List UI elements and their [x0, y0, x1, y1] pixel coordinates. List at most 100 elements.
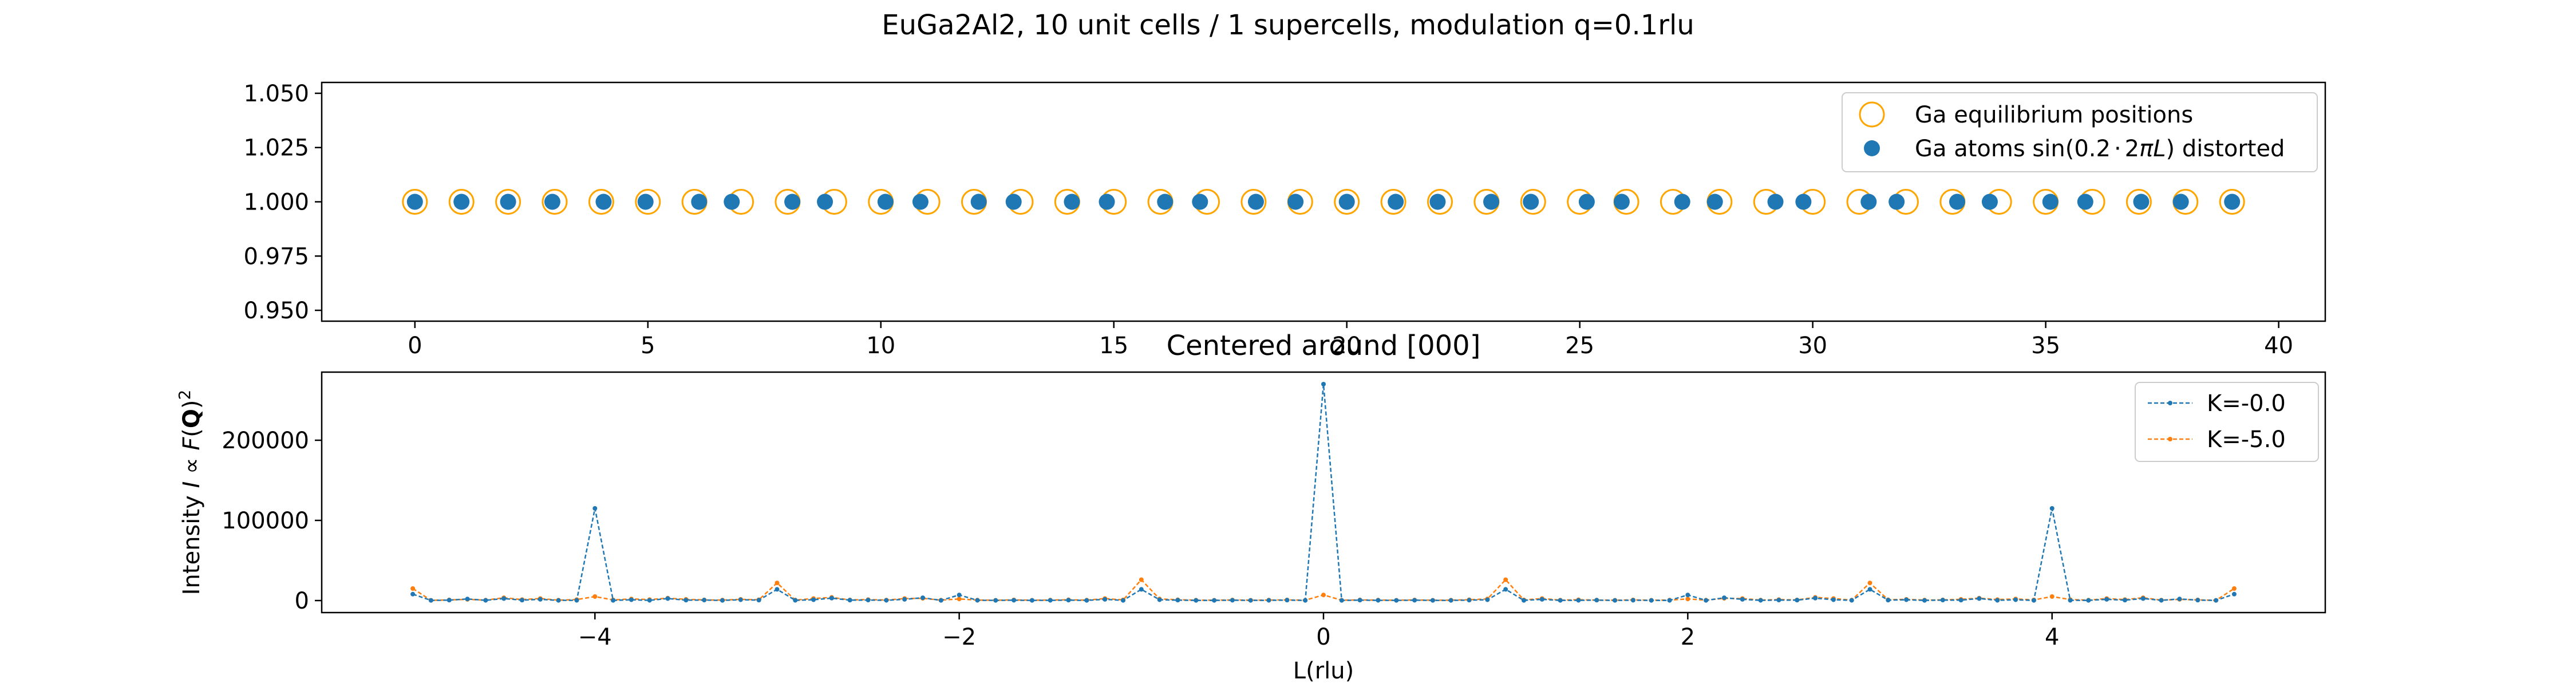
bottom-x-tick-label: 0 [1316, 624, 1330, 650]
series-point-k0 [2049, 506, 2055, 511]
series-point-k5 [1867, 581, 1872, 586]
ga-distorted-point [1483, 194, 1500, 210]
series-point-k0 [665, 596, 670, 601]
series-point-k0 [2159, 598, 2164, 603]
series-point-k0 [2031, 598, 2036, 603]
ga-distorted-point [2077, 194, 2093, 210]
top-y-tick-label: 1.050 [243, 81, 309, 107]
series-point-k0 [1394, 598, 1399, 603]
series-point-k0 [1995, 598, 2000, 603]
series-point-k0 [1103, 597, 1108, 602]
top-legend: Ga equilibrium positions Ga atoms sin(0.… [1842, 92, 2318, 172]
series-point-k0 [1977, 596, 1982, 601]
ga-equilibrium-point [402, 189, 428, 215]
series-point-k0 [1940, 598, 1945, 603]
top-x-tick-label: 0 [408, 333, 422, 359]
legend-label-ga-distorted: Ga atoms sin(0.2 · 2πL) distorted [1915, 136, 2285, 162]
series-point-k0 [1630, 598, 1635, 603]
ga-distorted-point [1099, 194, 1115, 210]
series-point-k0 [683, 598, 689, 603]
legend-marker-ga-distorted [1864, 140, 1880, 156]
series-point-k0 [1376, 598, 1381, 603]
ga-equilibrium-point [2125, 189, 2152, 215]
ga-distorted-point [1388, 194, 1404, 210]
top-x-tick-label: 35 [2031, 333, 2060, 359]
series-point-k0 [611, 598, 616, 603]
series-point-k0 [2195, 598, 2200, 603]
series-point-k0 [756, 598, 761, 603]
series-point-k5 [1139, 577, 1144, 582]
series-point-k0 [1357, 598, 1362, 603]
bottom-legend-box [2135, 382, 2319, 462]
series-point-k5 [957, 597, 962, 602]
series-point-k5 [2049, 594, 2055, 599]
series-point-k0 [1303, 598, 1308, 603]
ga-distorted-point [544, 194, 560, 210]
ga-distorted-point [637, 194, 654, 210]
ga-equilibrium-point [542, 189, 568, 215]
series-point-k0 [1685, 593, 1690, 598]
series-point-k0 [1831, 597, 1836, 602]
series-point-k0 [538, 597, 543, 602]
series-point-k0 [629, 597, 634, 602]
top-y-tick-label: 1.025 [243, 135, 309, 161]
series-point-k0 [1248, 598, 1253, 603]
ga-distorted-point [1338, 194, 1355, 210]
top-y-tick-label: 0.975 [243, 243, 309, 270]
series-point-k0 [793, 598, 798, 603]
series-point-k0 [938, 598, 943, 603]
figure-suptitle: EuGa2Al2, 10 unit cells / 1 supercells, … [882, 9, 1694, 41]
bottom-plot-area [322, 372, 2325, 613]
bottom-y-tick-label: 0 [295, 588, 309, 614]
series-point-k0 [1922, 598, 1927, 603]
ga-equilibrium-point [1240, 189, 1267, 215]
series-point-k0 [902, 597, 907, 602]
ga-distorted-point [1287, 194, 1304, 210]
ga-distorted-point [1578, 194, 1595, 210]
series-point-k0 [483, 598, 488, 603]
series-point-k0 [1776, 598, 1781, 603]
top-x-tick-label: 40 [2264, 333, 2293, 359]
ga-equilibrium-point [1380, 189, 1406, 215]
series-point-k0 [1886, 598, 1891, 603]
series-point-k0 [1448, 598, 1453, 603]
ga-distorted-point [1523, 194, 1539, 210]
series-point-k0 [1649, 598, 1654, 603]
ga-distorted-point [1767, 194, 1784, 210]
legend-label-ga-equilibrium: Ga equilibrium positions [1915, 102, 2193, 128]
bottom-axes-frame [321, 371, 2326, 614]
series-point-k0 [1029, 598, 1034, 603]
series-point-k0 [2104, 597, 2109, 602]
ga-equilibrium-point [1520, 189, 1546, 215]
series-point-k0 [884, 598, 889, 603]
ga-distorted-point [1860, 194, 1877, 210]
series-point-k0 [702, 598, 707, 603]
bottom-series-lines [410, 382, 2237, 603]
ga-distorted-point [1157, 194, 1174, 210]
series-point-k0 [1958, 598, 1963, 603]
legend-label-k0: K=-0.0 [2207, 390, 2286, 417]
bottom-axes: Centered around [000] 0 100000 200000 −4 −2… [175, 330, 2326, 684]
bottom-legend: K=-0.0 K=-5.0 [2135, 382, 2319, 462]
series-point-k0 [1704, 598, 1709, 603]
series-point-k0 [465, 597, 470, 602]
series-point-k0 [1157, 597, 1162, 602]
ga-distorted-point [970, 194, 987, 210]
bottom-x-axis-label: L(rlu) [1293, 658, 1354, 684]
series-point-k0 [920, 595, 925, 601]
series-point-k0 [738, 597, 743, 602]
top-axes: 0.950 0.975 1.000 1.025 1.050 0 5 10 15 20 25 30 35… [243, 81, 2326, 359]
ga-distorted-point [1888, 194, 1905, 210]
series-point-k0 [520, 598, 524, 603]
series-point-k0 [447, 598, 452, 603]
series-point-k0 [2214, 598, 2219, 603]
ga-distorted-point [2172, 194, 2189, 210]
series-point-k0 [866, 598, 871, 603]
bottom-axes-title: Centered around [000] [1167, 330, 1481, 362]
series-point-k0 [501, 596, 507, 601]
bottom-y-tick-label: 200000 [222, 428, 309, 454]
series-point-k0 [775, 587, 780, 592]
series-point-k0 [574, 598, 579, 603]
series-point-k0 [1194, 598, 1199, 603]
series-point-k0 [1012, 598, 1017, 603]
